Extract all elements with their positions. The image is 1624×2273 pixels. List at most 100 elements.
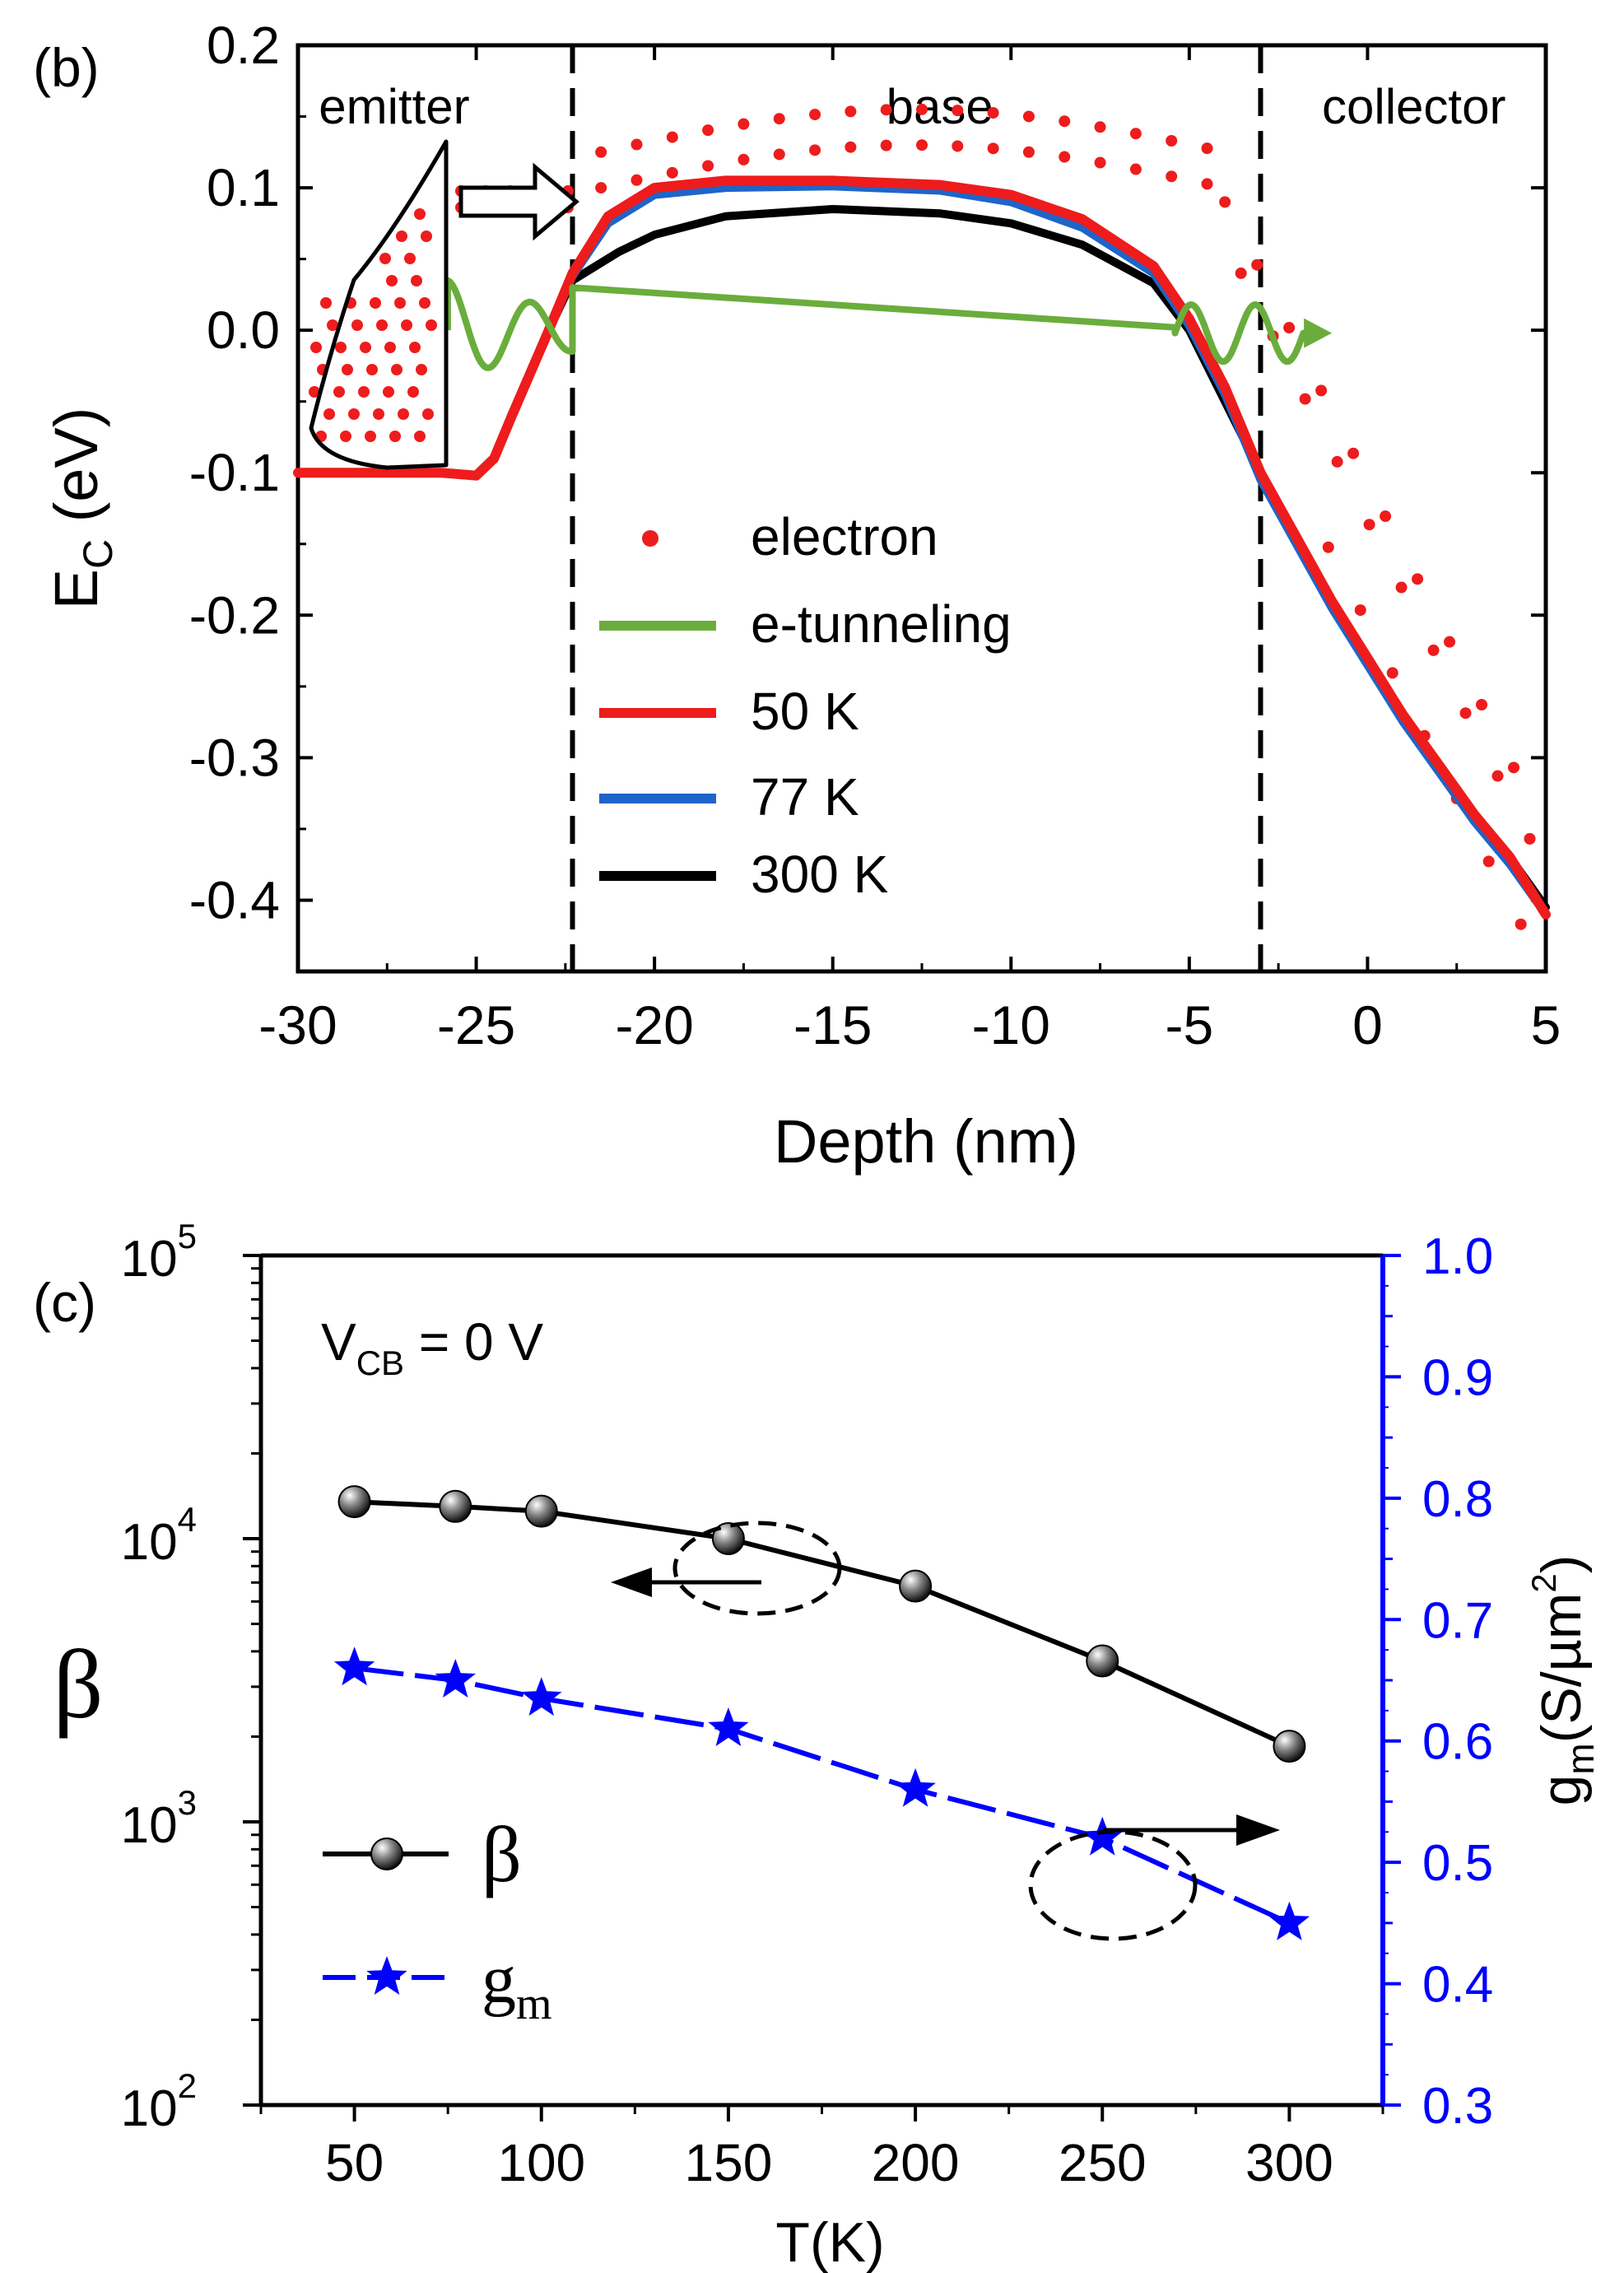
x-tick-label: 150 xyxy=(685,2133,773,2192)
legend-marker-electron xyxy=(642,530,658,547)
electron-dot xyxy=(370,297,381,309)
y-axis-label-main: E xyxy=(42,569,110,609)
electron-dot xyxy=(422,408,434,420)
electron-dot xyxy=(595,182,607,194)
y-right-label-close: ) xyxy=(1530,1555,1593,1574)
x-tick-label: -5 xyxy=(1166,994,1214,1055)
electron-dot xyxy=(340,431,351,442)
beta-ellipse xyxy=(672,1521,842,1616)
panel-label-c: (c) xyxy=(33,1272,96,1333)
beta-point xyxy=(1273,1730,1306,1763)
vcb-rest: = 0 V xyxy=(404,1312,543,1372)
electron-dot xyxy=(987,142,999,155)
y-axis-label: EC (eV) xyxy=(42,408,121,610)
panel-label-b: (b) xyxy=(33,37,100,98)
y-right-tick-label: 0.7 xyxy=(1422,1592,1493,1649)
gm-point xyxy=(521,1677,562,1716)
electron-dot xyxy=(916,139,928,151)
y-left-tick-base: 10 xyxy=(121,1797,178,1854)
electron-dot xyxy=(342,364,353,375)
beta-point xyxy=(337,1485,371,1519)
y-right-tick-label: 0.8 xyxy=(1422,1471,1493,1528)
y-tick-label: -0.2 xyxy=(189,585,280,645)
electron-dot xyxy=(351,319,363,331)
panel-c: (c) 50 100 150 200 250 300T(K)102103104105β0.… xyxy=(33,1217,1602,2273)
electron-dot xyxy=(1524,832,1536,845)
right-arrow-head xyxy=(1236,1814,1280,1846)
emitter-pocket-outline xyxy=(309,139,449,470)
electron-dot xyxy=(348,408,360,420)
electron-dot xyxy=(702,160,714,172)
electron-dot xyxy=(1166,134,1178,147)
legend-gm-marker xyxy=(366,1956,407,1995)
electron-dot xyxy=(327,319,338,331)
x-tick-label: 5 xyxy=(1531,994,1561,1055)
electron-dot xyxy=(414,431,426,442)
legend-label: 50 K xyxy=(751,682,859,741)
curve-e-tunneling xyxy=(444,277,1311,371)
x-tick-label: -10 xyxy=(972,994,1050,1055)
y-tick-label: -0.3 xyxy=(189,728,280,787)
electron-dot xyxy=(309,386,320,398)
electron-dot xyxy=(366,364,378,375)
x-tick-label: 200 xyxy=(872,2133,960,2192)
gm-point xyxy=(708,1707,749,1746)
electron-dot xyxy=(407,386,419,398)
y-axis-label-unit: (eV) xyxy=(42,408,110,539)
electron-dot xyxy=(952,105,964,117)
tunneling-arrowhead xyxy=(1304,318,1333,348)
x-tick-label: 100 xyxy=(497,2133,585,2192)
electron-dot xyxy=(1386,667,1398,679)
gm-point xyxy=(435,1659,476,1698)
y-axis-label-sub: C xyxy=(75,539,121,569)
panel-c-axes: 50 100 150 200 250 300T(K)102103104105β0.30.4… xyxy=(53,1217,1602,2273)
electron-dot xyxy=(631,174,643,186)
electron-dot xyxy=(1395,581,1408,594)
gm-ellipse xyxy=(1028,1829,1198,1941)
electron-dot xyxy=(773,148,785,161)
region-label-emitter: emitter xyxy=(319,79,469,134)
electron-dot xyxy=(1094,156,1106,169)
legend-gm-sub: m xyxy=(516,1978,552,2029)
region-label-base: base xyxy=(886,79,993,134)
electron-dot xyxy=(1476,699,1488,710)
electron-dot xyxy=(1166,170,1178,183)
legend-label: e-tunneling xyxy=(751,594,1012,654)
electron-dot xyxy=(1363,519,1375,531)
electron-dot xyxy=(383,386,394,398)
curve-50-K xyxy=(293,175,1551,920)
electron-dot xyxy=(1059,151,1071,163)
electron-dot xyxy=(376,319,388,331)
y-right-tick-label: 1.0 xyxy=(1422,1228,1493,1285)
y-right-tick-label: 0.9 xyxy=(1422,1349,1493,1406)
y-left-tick-label: 102 xyxy=(121,2066,197,2137)
electron-dot xyxy=(404,253,416,264)
gm-point xyxy=(895,1768,936,1807)
electron-dot xyxy=(1315,384,1328,397)
beta-point xyxy=(439,1489,472,1523)
y-left-tick-label: 103 xyxy=(121,1783,197,1854)
electron-dot xyxy=(1283,322,1296,334)
y-right-label-sup: 2 xyxy=(1524,1573,1563,1592)
vcb-main: V xyxy=(321,1312,356,1372)
legend-gm-label: gm xyxy=(482,1941,552,2029)
electron-dot xyxy=(419,297,430,309)
gm-point xyxy=(1082,1816,1123,1856)
electron-dot xyxy=(365,431,376,442)
y-right-label-main: g xyxy=(1530,1775,1593,1806)
electron-dot xyxy=(773,113,785,125)
y-right-tick-label: 0.6 xyxy=(1422,1714,1493,1771)
electron-dot xyxy=(1347,447,1360,459)
electron-dot xyxy=(952,140,964,152)
x-tick-label: -20 xyxy=(615,994,693,1055)
x-tick-label: -25 xyxy=(437,994,515,1055)
electron-dot xyxy=(1299,393,1311,405)
y-tick-label: 0.1 xyxy=(207,158,280,217)
beta-point xyxy=(1086,1644,1119,1678)
electron-dot xyxy=(409,342,421,353)
electron-dot xyxy=(414,208,426,220)
y-left-tick-label: 104 xyxy=(121,1500,197,1571)
electron-dot xyxy=(386,275,398,286)
electron-dot xyxy=(1380,510,1392,523)
